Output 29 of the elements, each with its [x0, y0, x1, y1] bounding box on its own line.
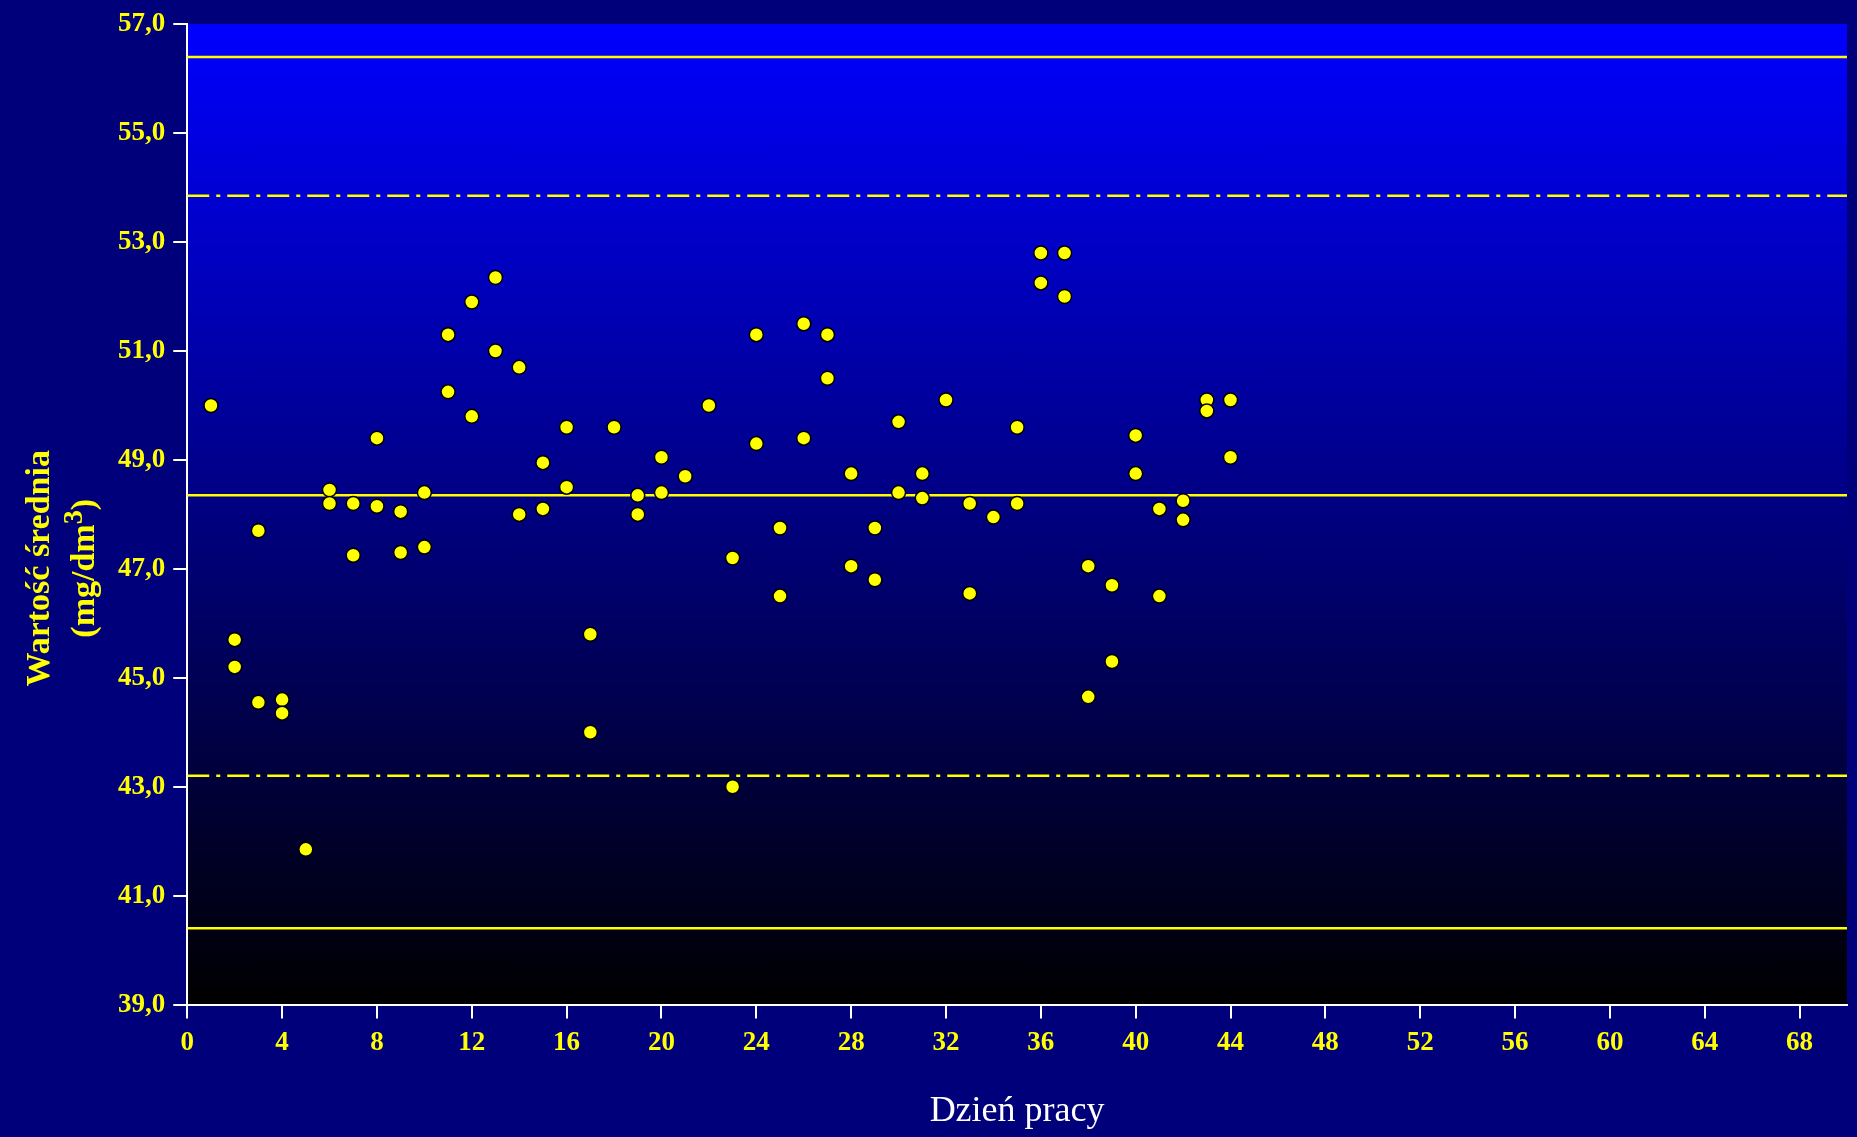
y-tick-label: 57,0 — [118, 7, 166, 38]
y-tick-label: 49,0 — [118, 442, 166, 473]
x-tick-label: 48 — [1311, 1025, 1339, 1056]
x-tick-label: 36 — [1027, 1025, 1055, 1056]
x-tick-label: 8 — [370, 1025, 384, 1056]
x-tick-label: 28 — [837, 1025, 865, 1056]
y-tick-label: 51,0 — [118, 333, 166, 364]
x-tick-label: 52 — [1406, 1025, 1434, 1056]
x-tick-label: 4 — [275, 1025, 289, 1056]
y-tick-label: 45,0 — [118, 660, 166, 691]
x-tick-label: 68 — [1786, 1025, 1814, 1056]
y-tick-label: 47,0 — [118, 551, 166, 582]
y-tick-label: 55,0 — [118, 116, 166, 147]
x-tick-label: 40 — [1122, 1025, 1150, 1056]
x-tick-label: 12 — [458, 1025, 486, 1056]
x-tick-label: 20 — [647, 1025, 675, 1056]
y-tick-label: 39,0 — [118, 987, 166, 1018]
x-tick-label: 60 — [1596, 1025, 1624, 1056]
y-tick-label: 43,0 — [118, 769, 166, 800]
x-tick-label: 32 — [932, 1025, 960, 1056]
x-axis-title: Dzień pracy — [929, 1088, 1105, 1130]
x-tick-label: 16 — [553, 1025, 581, 1056]
y-tick-label: 41,0 — [118, 878, 166, 909]
y-tick-label: 53,0 — [118, 225, 166, 256]
x-tick-label: 24 — [742, 1025, 770, 1056]
x-tick-label: 56 — [1501, 1025, 1529, 1056]
x-tick-label: 0 — [180, 1025, 194, 1056]
x-tick-label: 64 — [1691, 1025, 1719, 1056]
x-tick-label: 44 — [1217, 1025, 1245, 1056]
